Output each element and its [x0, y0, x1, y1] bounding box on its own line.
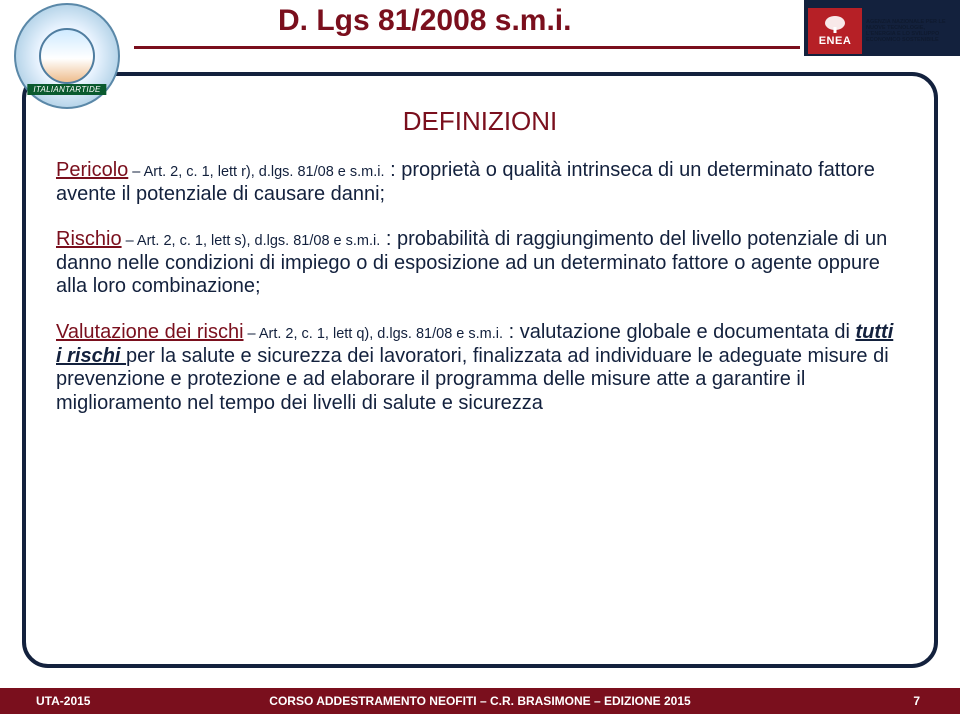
definition-citation: – Art. 2, c. 1, lett q), d.lgs. 81/08 e …	[244, 326, 504, 342]
definition-item: Valutazione dei rischi – Art. 2, c. 1, l…	[56, 321, 904, 415]
definition-body-pre: : valutazione globale e documentata di	[503, 321, 855, 343]
logo-antarctic-programme: ITALIANTARTIDE	[14, 3, 120, 109]
enea-subtitle: AGENZIA NAZIONALE PER LE NUOVE TECNOLOGI…	[866, 19, 948, 43]
definition-term: Rischio	[56, 228, 122, 250]
enea-brand-label: ENEA	[819, 35, 852, 47]
title-underline	[134, 46, 800, 49]
definition-term: Valutazione dei rischi	[56, 321, 244, 343]
section-heading: DEFINIZIONI	[56, 106, 904, 137]
logo-antarctic-band: ITALIANTARTIDE	[27, 84, 106, 95]
definition-item: Pericolo – Art. 2, c. 1, lett r), d.lgs.…	[56, 159, 904, 206]
definition-body-post: per la salute e sicurezza dei lavoratori…	[56, 345, 889, 414]
header: ITALIANTARTIDE D. Lgs 81/2008 s.m.i. ENE…	[0, 0, 960, 64]
logo-enea: ENEA AGENZIA NAZIONALE PER LE NUOVE TECN…	[808, 4, 948, 58]
footer: UTA-2015 CORSO ADDESTRAMENTO NEOFITI – C…	[0, 688, 960, 714]
definition-citation: – Art. 2, c. 1, lett r), d.lgs. 81/08 e …	[128, 164, 384, 180]
footer-left: UTA-2015	[36, 694, 90, 708]
definition-item: Rischio – Art. 2, c. 1, lett s), d.lgs. …	[56, 228, 904, 299]
definition-citation: – Art. 2, c. 1, lett s), d.lgs. 81/08 e …	[122, 233, 381, 249]
slide: ITALIANTARTIDE D. Lgs 81/2008 s.m.i. ENE…	[0, 0, 960, 714]
logo-antarctic-globe-icon	[39, 28, 95, 84]
enea-brand-box: ENEA	[808, 8, 862, 54]
content-frame: DEFINIZIONI Pericolo – Art. 2, c. 1, let…	[22, 72, 938, 668]
footer-center: CORSO ADDESTRAMENTO NEOFITI – C.R. BRASI…	[0, 694, 960, 708]
enea-tree-icon	[821, 15, 849, 35]
page-title: D. Lgs 81/2008 s.m.i.	[278, 4, 571, 38]
definition-term: Pericolo	[56, 159, 128, 181]
footer-page-number: 7	[913, 694, 920, 708]
